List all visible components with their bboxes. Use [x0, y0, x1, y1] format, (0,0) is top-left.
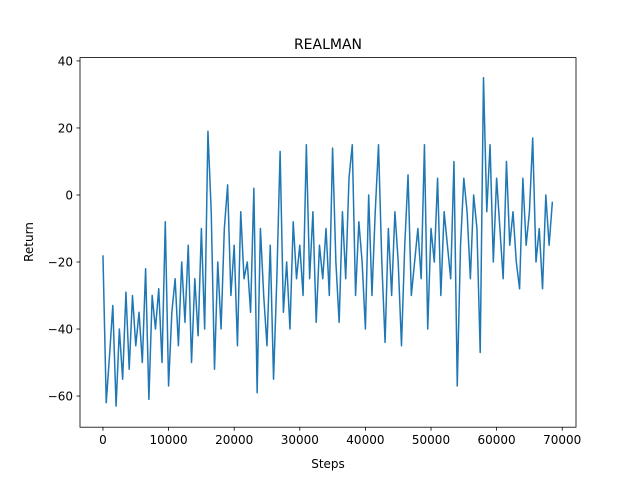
x-tick-label: 0	[99, 433, 107, 447]
x-tick-label: 20000	[215, 433, 253, 447]
x-tick-label: 70000	[543, 433, 581, 447]
y-tick-label: 20	[58, 121, 73, 135]
y-tick-label: −20	[48, 256, 73, 270]
y-tick-label: −60	[48, 390, 73, 404]
x-tick-label: 10000	[149, 433, 187, 447]
y-tick-label: 0	[65, 188, 73, 202]
x-tick-label: 30000	[281, 433, 319, 447]
x-tick-label: 50000	[412, 433, 450, 447]
data-line	[102, 76, 554, 407]
chart-title: REALMAN	[294, 37, 362, 53]
y-tick-label: 40	[58, 54, 73, 68]
y-tick-label: −40	[48, 323, 73, 337]
plot-frame	[79, 57, 577, 428]
x-tick-label: 60000	[478, 433, 516, 447]
x-axis-label: Steps	[311, 457, 345, 471]
y-axis-label: Return	[22, 222, 36, 262]
x-tick-label: 40000	[346, 433, 384, 447]
